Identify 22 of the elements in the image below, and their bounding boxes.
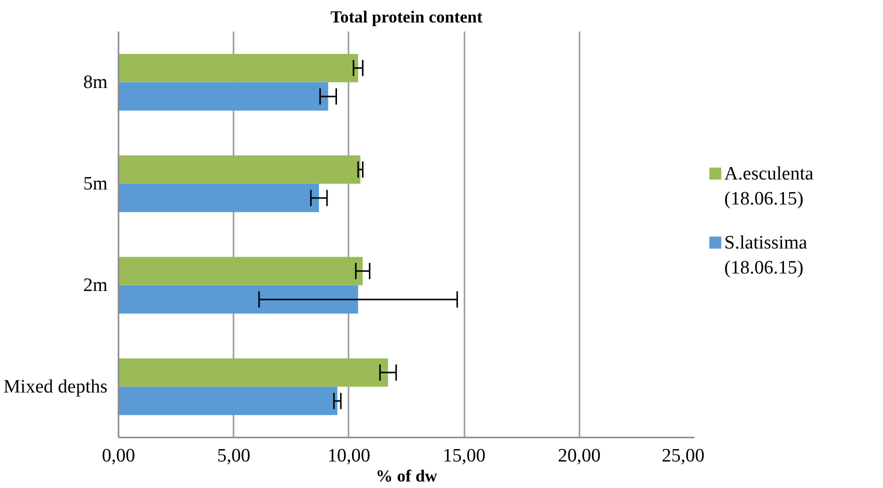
x-tick-label: 20,00 (558, 446, 601, 466)
x-tick-label: 25,00 (662, 446, 704, 466)
x-tick-label: 0,00 (102, 446, 136, 466)
y-tick-label: 2m (83, 274, 108, 296)
legend-label: A.esculenta (18.06.15) (724, 163, 814, 210)
bar (118, 82, 328, 111)
y-tick-label: Mixed depths (4, 376, 108, 398)
bar (118, 358, 388, 387)
y-tick-label: 5m (83, 173, 108, 194)
legend-label: S.latissima (18.06.15) (724, 232, 808, 279)
x-tick-label: 5,00 (217, 446, 250, 466)
bar (118, 155, 360, 184)
y-tick-label: 8m (83, 72, 108, 93)
x-tick-label: 10,00 (328, 446, 370, 466)
bar (118, 256, 363, 286)
bar (118, 386, 338, 416)
chart-title: Total protein content (330, 8, 483, 26)
bar (118, 184, 319, 212)
x-tick-label: 15,00 (442, 446, 486, 466)
bar (118, 54, 358, 82)
bar (118, 285, 358, 314)
x-axis-title: % of dw (376, 466, 438, 486)
